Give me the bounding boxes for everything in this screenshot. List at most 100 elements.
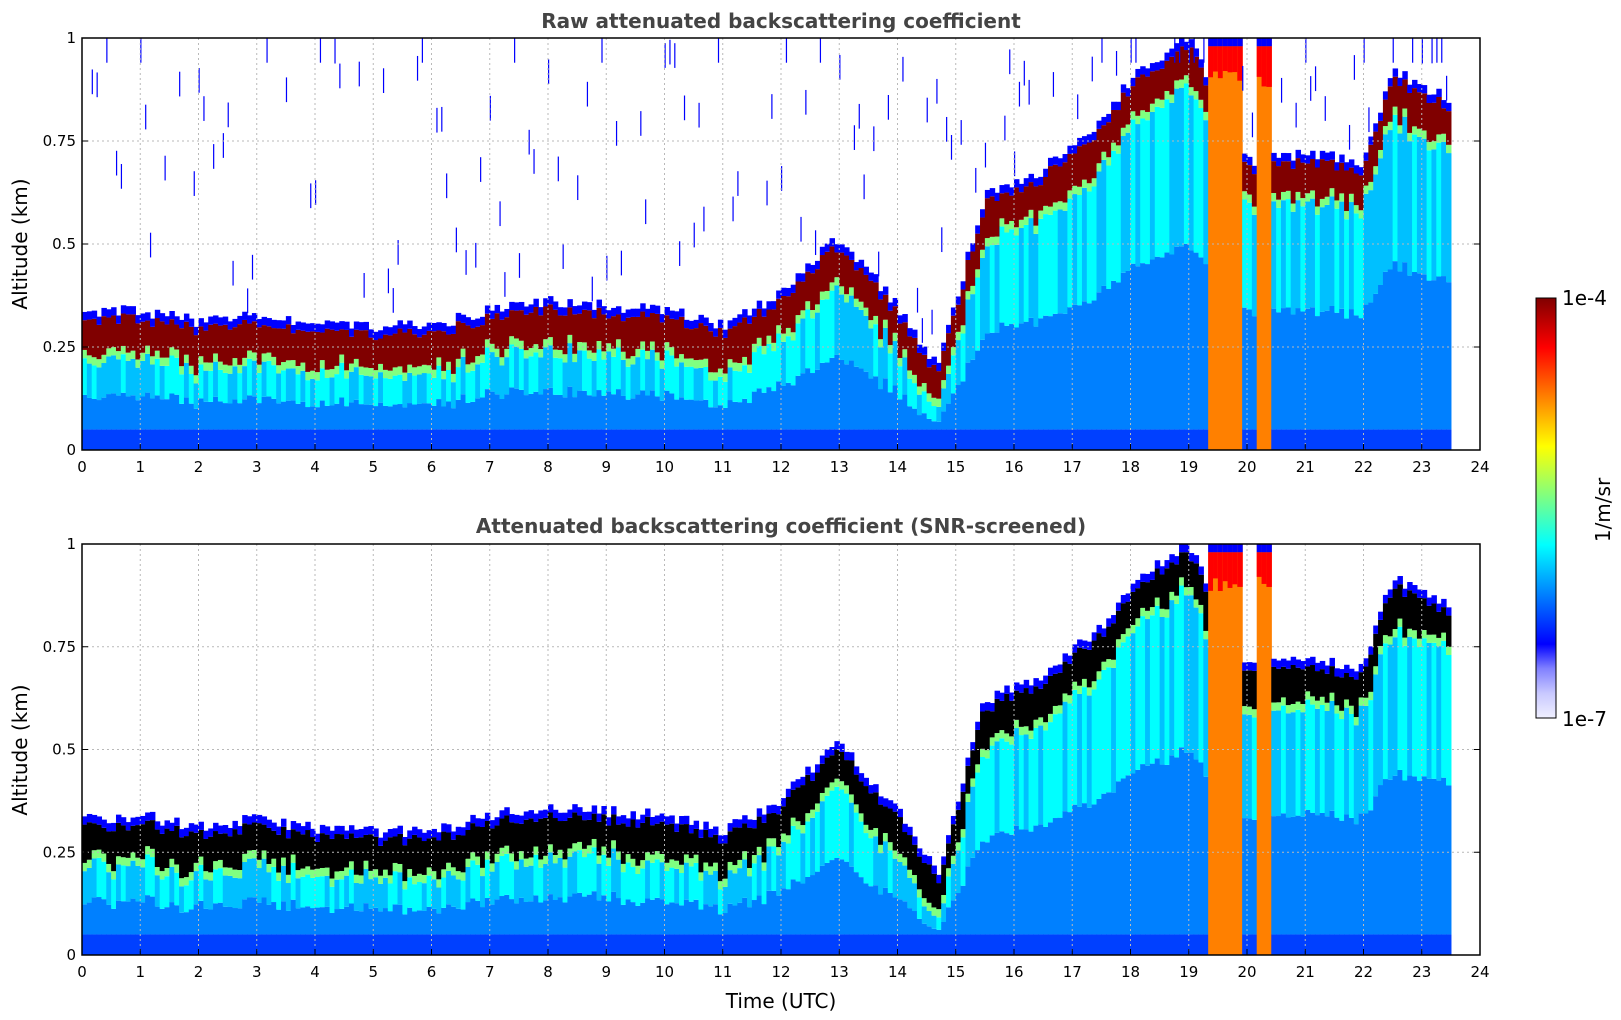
- heatmap-cell: [334, 825, 340, 835]
- heatmap-cell: [1358, 318, 1365, 430]
- x-tick-label: 8: [543, 963, 553, 981]
- heatmap-cell: [266, 872, 272, 905]
- heatmap-cell: [727, 831, 734, 862]
- heatmap-cell: [557, 394, 564, 430]
- heatmap-cell: [557, 358, 564, 395]
- heatmap-cell: [392, 934, 399, 955]
- heatmap-cell: [1193, 934, 1200, 955]
- heatmap-cell: [538, 902, 544, 935]
- heatmap-cell: [91, 398, 98, 430]
- heatmap-cell: [465, 821, 471, 830]
- heatmap-cell: [615, 306, 622, 315]
- heatmap-cell: [1290, 934, 1297, 955]
- heatmap-cell: [1174, 934, 1180, 955]
- x-tick-label: 18: [1121, 458, 1140, 476]
- heatmap-cell: [130, 852, 136, 861]
- heatmap-cell: [989, 737, 996, 746]
- heatmap-cell: [708, 828, 714, 838]
- heatmap-cell: [261, 396, 268, 430]
- heatmap-cell: [897, 366, 903, 400]
- heatmap-cell: [227, 365, 234, 374]
- heatmap-cell: [955, 340, 962, 386]
- noise-speckle: [227, 102, 229, 128]
- heatmap-cell: [737, 902, 743, 935]
- heatmap-cell: [256, 823, 263, 860]
- x-tick-label: 4: [310, 963, 320, 981]
- heatmap-cell: [523, 314, 530, 351]
- heatmap-cell: [1047, 316, 1054, 430]
- heatmap-cell: [227, 321, 234, 330]
- heatmap-cell: [844, 934, 850, 955]
- heatmap-cell: [489, 391, 496, 430]
- heatmap-cell: [1324, 204, 1331, 311]
- heatmap-cell: [693, 328, 700, 361]
- heatmap-cell: [1154, 429, 1161, 450]
- heatmap-cell: [174, 349, 180, 358]
- heatmap-cell: [281, 401, 287, 430]
- heatmap-cell: [902, 901, 908, 935]
- x-tick-label: 3: [252, 458, 262, 476]
- heatmap-cell: [373, 340, 379, 371]
- heatmap-cell: [1368, 181, 1374, 191]
- heatmap-cell: [640, 429, 646, 450]
- heatmap-cell: [781, 429, 787, 450]
- heatmap-cell: [217, 825, 224, 834]
- heatmap-cell: [834, 857, 840, 935]
- heatmap-cell: [1314, 671, 1321, 701]
- heatmap-cell: [290, 400, 297, 430]
- heatmap-cell: [645, 898, 651, 935]
- heatmap-cell: [324, 826, 331, 835]
- heatmap-cell: [931, 934, 937, 955]
- heatmap-cell: [955, 842, 962, 851]
- heatmap-cell: [858, 368, 865, 430]
- heatmap-cell: [1310, 429, 1316, 450]
- heatmap-cell: [1441, 934, 1447, 955]
- heatmap-cell: [1426, 280, 1433, 430]
- heatmap-cell: [1416, 934, 1423, 955]
- heatmap-cell: [1276, 710, 1282, 817]
- heatmap-cell: [169, 319, 175, 348]
- heatmap-cell: [858, 821, 865, 878]
- heatmap-cell: [538, 315, 544, 350]
- heatmap-cell: [135, 825, 141, 858]
- heatmap-cell: [271, 365, 277, 399]
- heatmap-cell: [1062, 154, 1068, 163]
- heatmap-cell: [101, 853, 107, 862]
- heatmap-cell: [581, 934, 588, 955]
- heatmap-cell: [198, 821, 204, 830]
- heatmap-cell: [475, 398, 481, 430]
- heatmap-cell: [1183, 83, 1190, 244]
- heatmap-cell: [756, 934, 763, 955]
- heatmap-cell: [1159, 107, 1166, 258]
- heatmap-cell: [1023, 224, 1030, 322]
- heatmap-cell: [980, 339, 986, 430]
- heatmap-cell: [1149, 71, 1156, 104]
- heatmap-cell: [994, 429, 1001, 450]
- heatmap-cell: [1115, 429, 1122, 450]
- heatmap-cell: [421, 429, 428, 450]
- heatmap-cell: [310, 828, 316, 838]
- heatmap-cell: [334, 429, 340, 450]
- heatmap-cell: [1368, 654, 1374, 692]
- heatmap-cell: [130, 817, 136, 826]
- heatmap-cell: [683, 899, 690, 935]
- heatmap-cell: [339, 834, 345, 872]
- heatmap-cell: [460, 314, 467, 323]
- heatmap-cell: [601, 846, 607, 855]
- heatmap-cell: [912, 844, 918, 876]
- heatmap-cell: [145, 934, 151, 955]
- heatmap-cell: [106, 348, 112, 357]
- heatmap-cell: [470, 823, 476, 853]
- heatmap-cell: [1271, 193, 1277, 202]
- heatmap-cell: [848, 752, 855, 761]
- heatmap-cell: [1038, 688, 1044, 718]
- heatmap-cell: [1120, 272, 1127, 430]
- heatmap-cell: [664, 390, 670, 430]
- heatmap-cell: [785, 296, 792, 328]
- heatmap-cell: [251, 814, 258, 823]
- heatmap-cell: [455, 871, 462, 880]
- heatmap-cell: [1135, 266, 1141, 430]
- heatmap-cell: [926, 864, 933, 903]
- heatmap-cell: [373, 828, 379, 837]
- heatmap-cell: [1402, 79, 1408, 109]
